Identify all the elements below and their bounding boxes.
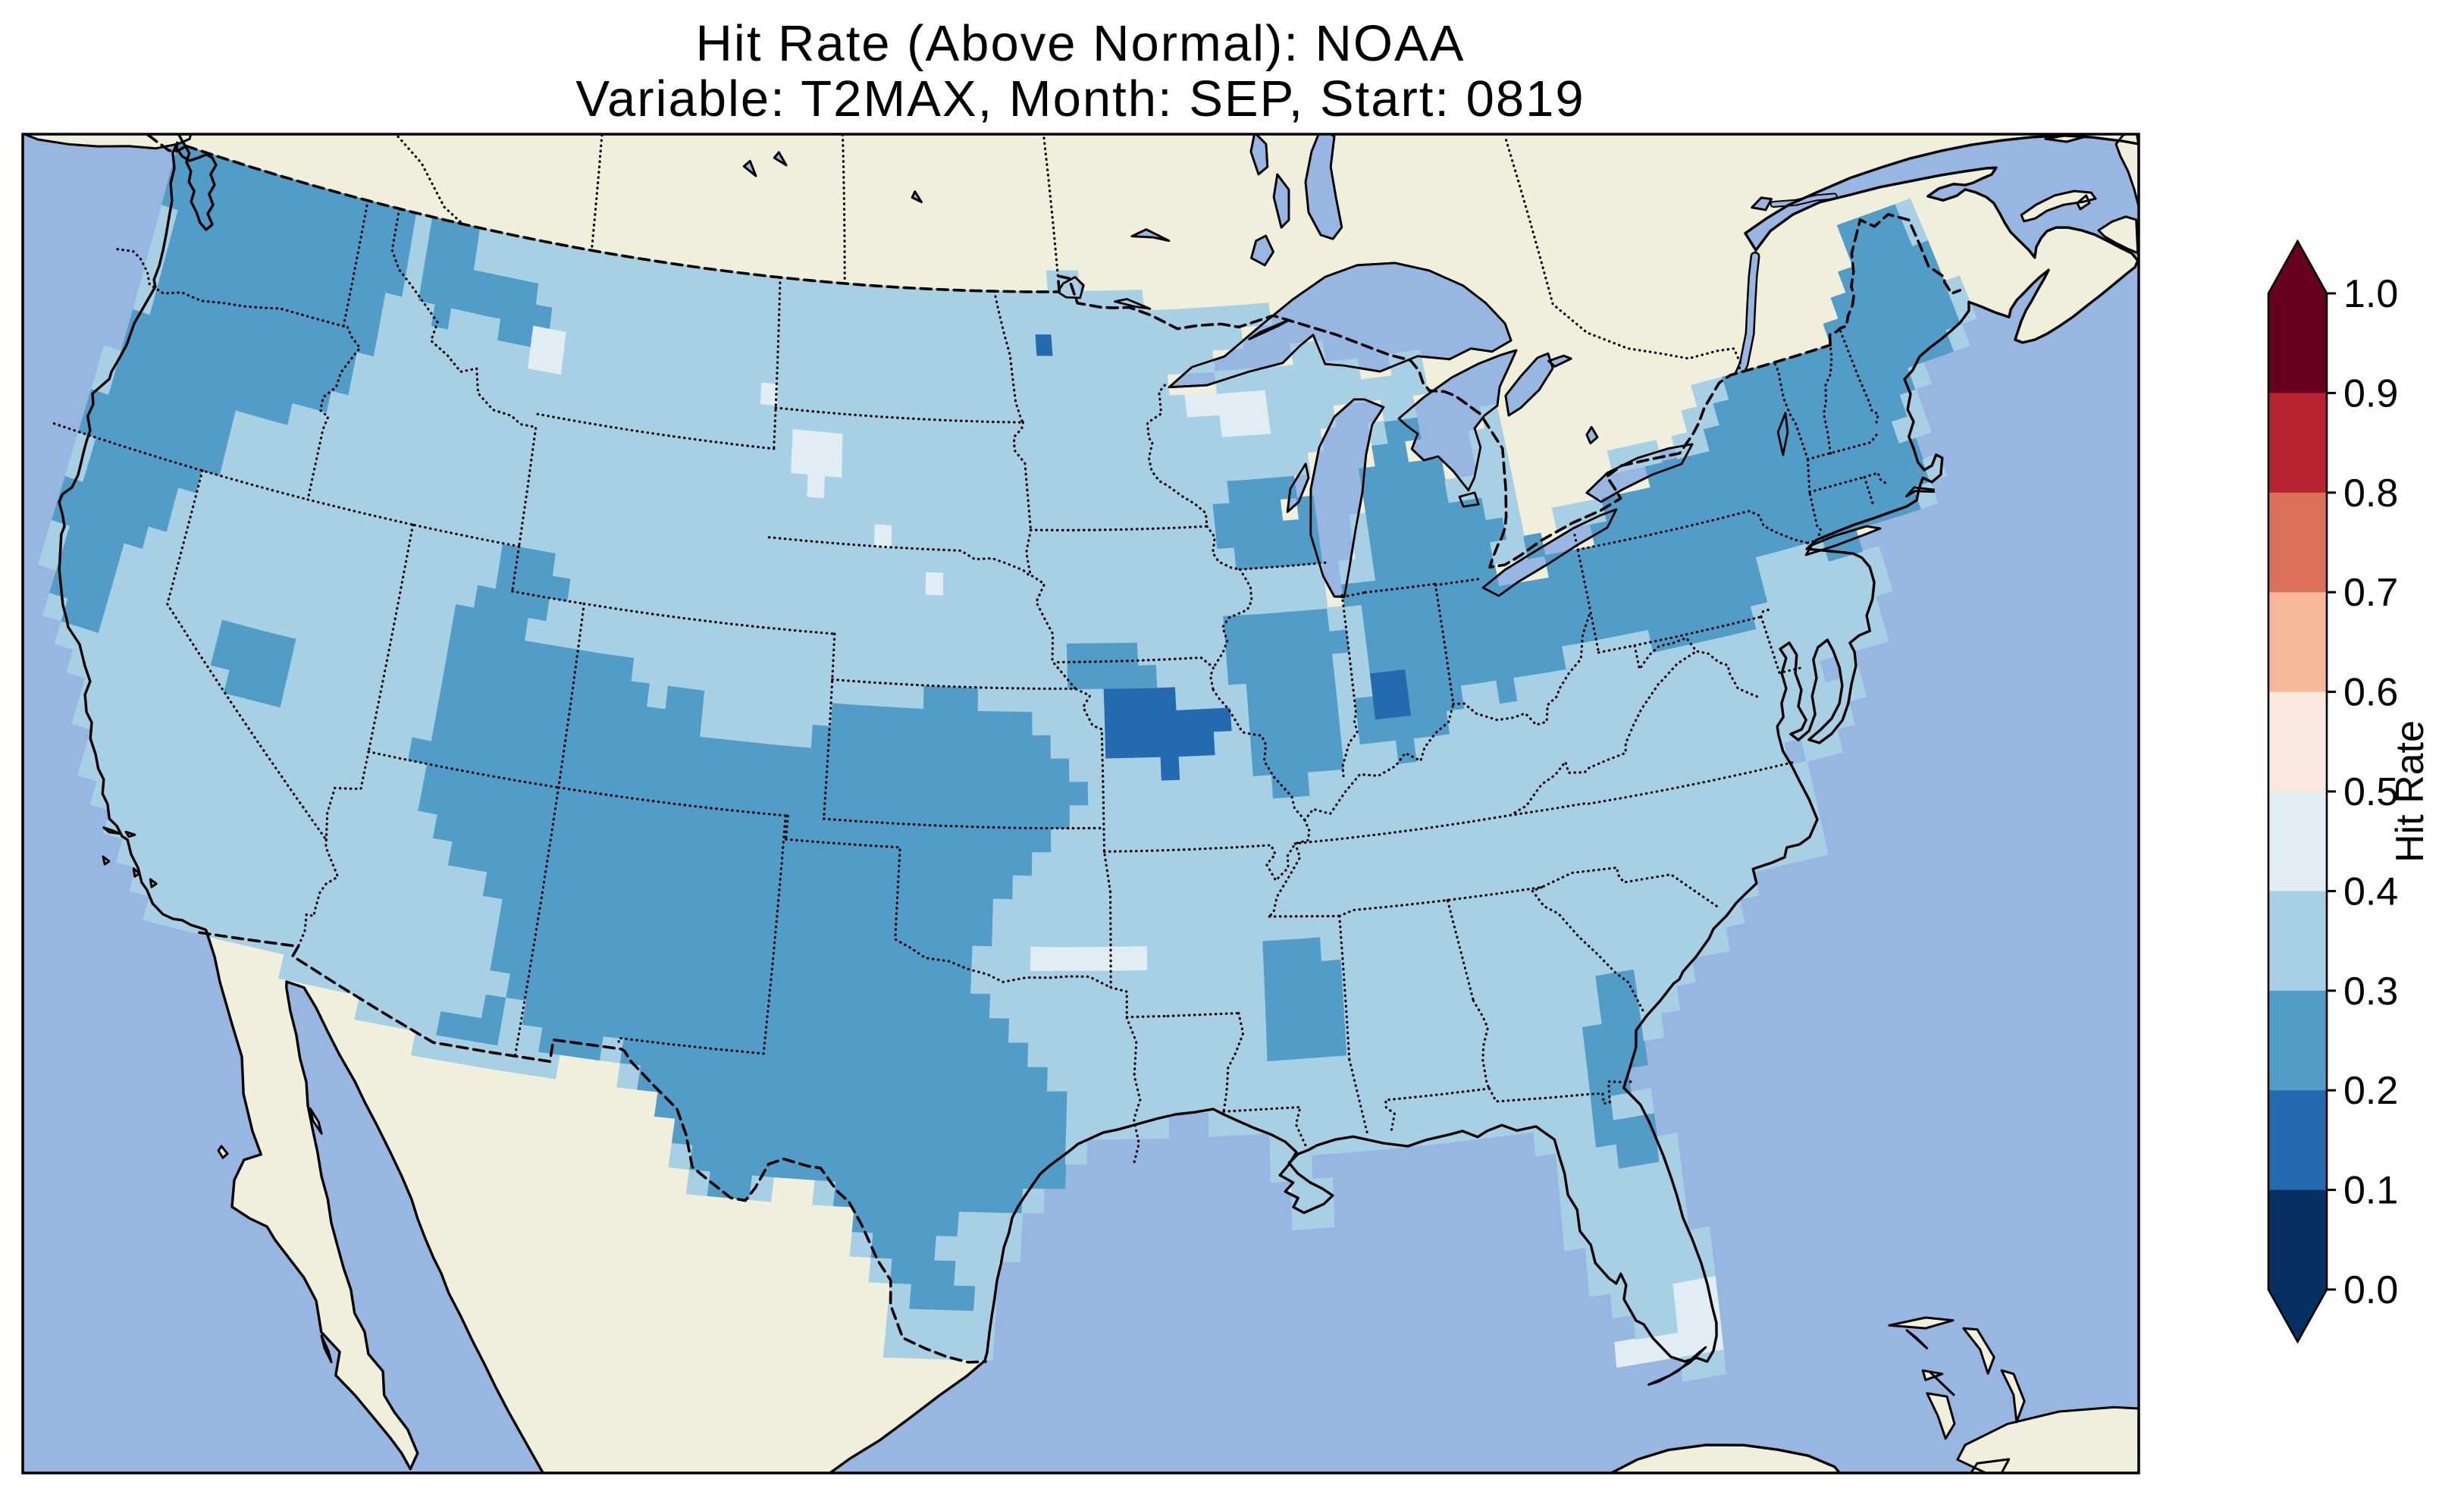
svg-text:Variable: T2MAX, Month: SEP, S: Variable: T2MAX, Month: SEP, Start: 0819: [575, 71, 1585, 127]
svg-text:0.4: 0.4: [2343, 870, 2398, 914]
svg-text:0.0: 0.0: [2343, 1268, 2398, 1312]
svg-text:0.3: 0.3: [2343, 970, 2398, 1014]
svg-text:0.5: 0.5: [2343, 770, 2398, 814]
svg-text:Hit Rate (Above Normal): NOAA: Hit Rate (Above Normal): NOAA: [696, 15, 1466, 72]
svg-text:0.1: 0.1: [2343, 1169, 2398, 1213]
svg-text:0.7: 0.7: [2343, 571, 2398, 615]
svg-text:Hit Rate: Hit Rate: [2388, 720, 2432, 863]
svg-text:0.8: 0.8: [2343, 472, 2398, 516]
svg-text:0.9: 0.9: [2343, 371, 2398, 415]
svg-text:0.2: 0.2: [2343, 1069, 2398, 1113]
svg-text:1.0: 1.0: [2343, 272, 2398, 316]
svg-text:0.6: 0.6: [2343, 671, 2398, 715]
